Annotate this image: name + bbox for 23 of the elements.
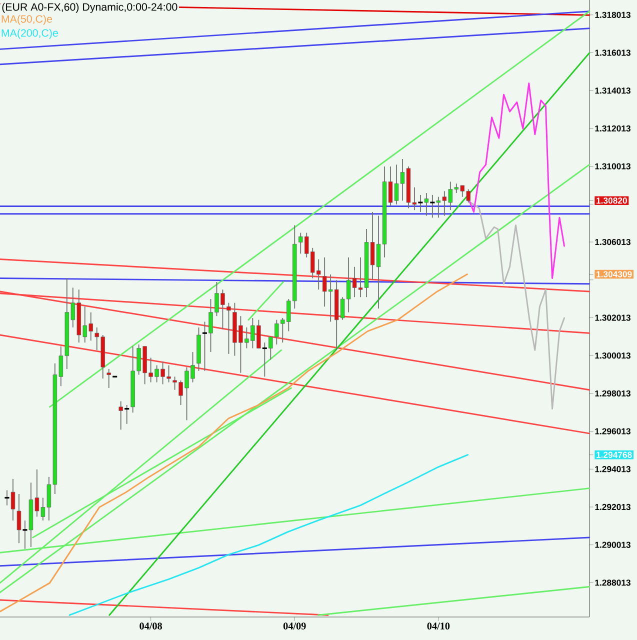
y-tick-label: 1.294768 [596,452,632,458]
x-tick-label: 04/09 [283,622,306,630]
y-tick-label: 1.290013 [595,542,630,548]
chart-title: (EUR A0-FX,60) Dynamic,0:00-24:00 [2,2,178,13]
y-tick-label: 1.314013 [595,88,630,94]
y-tick-label: 1.296013 [595,428,630,434]
y-tick-label: 1.294013 [595,466,630,472]
y-tick-label: 1.312013 [595,125,630,132]
y-tick-label: 1.288013 [595,580,630,586]
y-tick-label: 1.30820 [596,198,627,204]
y-tick-label: 1.300013 [595,352,630,359]
x-tick-label: 04/10 [427,622,450,630]
y-tick-label: 1.292013 [595,504,630,510]
y-tick-label: 1.306013 [595,238,630,246]
y-tick-label: 1.316013 [595,50,630,56]
text: MA(200,C)e [2,28,58,39]
text: MA(50,C)e [2,14,52,25]
y-tick-label: 1.298013 [595,390,630,397]
y-tick-label: 1.318013 [595,12,630,18]
y-tick-label: 1.304309 [596,271,632,278]
y-tick-label: 1.302013 [595,314,630,321]
y-tick-label: 1.310013 [595,163,630,170]
x-tick-label: 04/08 [140,622,162,630]
